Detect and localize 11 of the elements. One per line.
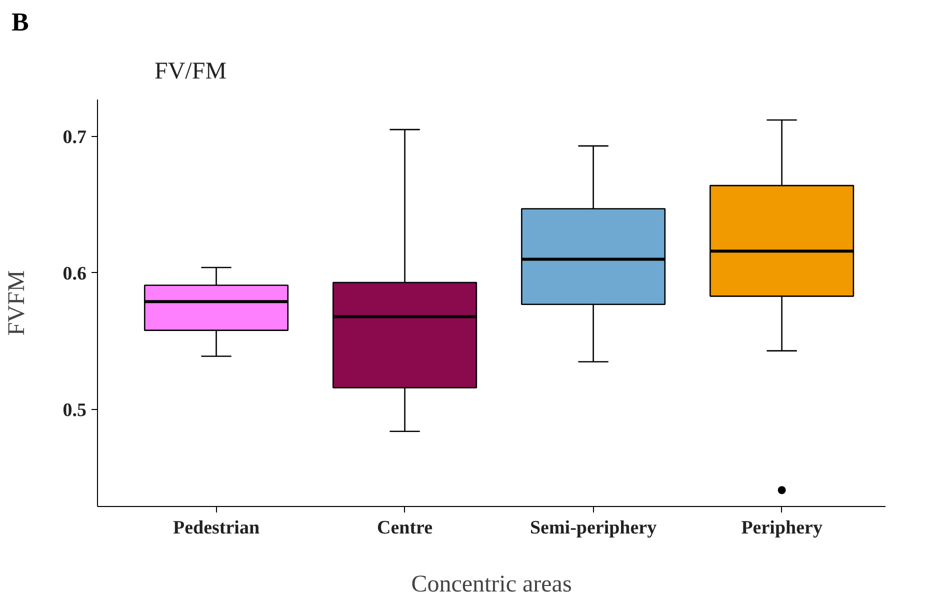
y-tick-label: 0.7 (62, 126, 87, 148)
x-axis-title: Concentric areas (411, 572, 572, 598)
chart-title: FV/FM (154, 58, 227, 84)
y-axis-title: FVFM (4, 270, 30, 336)
x-tick-label: Semi-periphery (530, 518, 658, 538)
text: B (12, 8, 29, 36)
y-tick-label: 0.6 (62, 263, 86, 284)
y-tick-label: 0.5 (62, 400, 86, 422)
x-tick-label: Centre (376, 518, 433, 538)
x-tick-label: Pedestrian (172, 518, 260, 538)
x-tick-label: Periphery (741, 518, 823, 538)
